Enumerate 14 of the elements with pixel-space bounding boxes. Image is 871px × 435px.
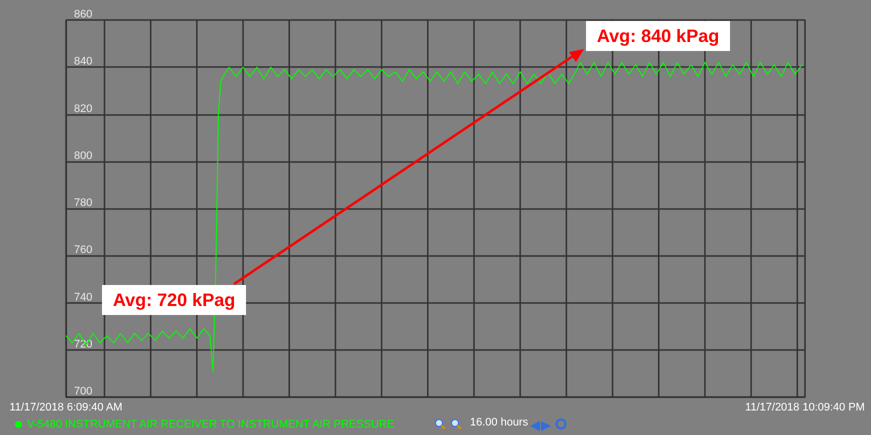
y-tick-label: 820: [74, 102, 92, 115]
y-tick-label: 700: [74, 386, 92, 398]
y-tick-label: 800: [74, 150, 92, 162]
y-tick-label: 760: [74, 244, 92, 256]
y-tick-label: 780: [74, 197, 92, 209]
annotation: Avg: 840 kPag: [596, 26, 720, 46]
legend-label: V-5480 INSTRUMENT AIR RECEIVER TO INSTRUMENT AIR PRESSURE: [27, 418, 394, 430]
annotation: Avg: 720 kPag: [112, 290, 236, 310]
y-tick-label: 740: [74, 291, 92, 304]
text: 16.00 hours: [470, 416, 529, 428]
y-tick-label: 860: [74, 8, 92, 20]
x-tick-label: 11/17/2018 6:09:40 AM: [10, 402, 122, 414]
x-tick-label: 11/17/2018 10:09:40 PM: [745, 402, 865, 414]
y-tick-label: 840: [74, 56, 92, 68]
